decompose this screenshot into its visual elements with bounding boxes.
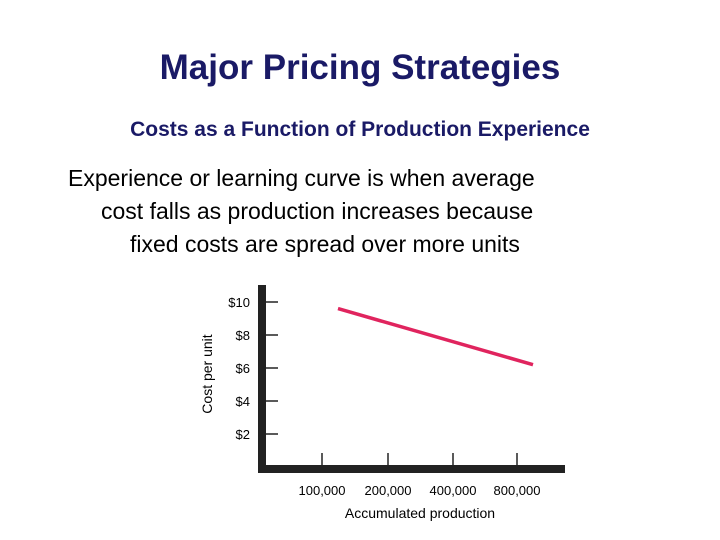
x-tick-label: 100,000 (299, 483, 346, 498)
body-line: cost falls as production increases becau… (101, 198, 534, 224)
y-tick-label: $4 (236, 394, 250, 409)
x-tick-label: 800,000 (494, 483, 541, 498)
y-tick-label: $10 (228, 295, 250, 310)
y-axis (258, 285, 266, 473)
y-tick-label: $8 (236, 328, 250, 343)
cost-curve-line (337, 306, 534, 367)
x-tick-label: 400,000 (430, 483, 477, 498)
body-line: fixed costs are spread over more units (130, 231, 520, 257)
body-text: Experience or learning curve is when ave… (68, 162, 668, 261)
y-tick-label: $2 (236, 427, 250, 442)
x-tick-label: 200,000 (365, 483, 412, 498)
y-axis-title: Cost per unit (199, 334, 215, 413)
x-axis (258, 465, 565, 473)
slide-title: Major Pricing Strategies (159, 48, 561, 87)
body-line: Experience or learning curve is when ave… (68, 165, 535, 191)
y-tick-label: $6 (236, 361, 250, 376)
x-axis-title: Accumulated production (345, 505, 495, 521)
slide-subtitle: Costs as a Function of Production Experi… (130, 118, 590, 141)
